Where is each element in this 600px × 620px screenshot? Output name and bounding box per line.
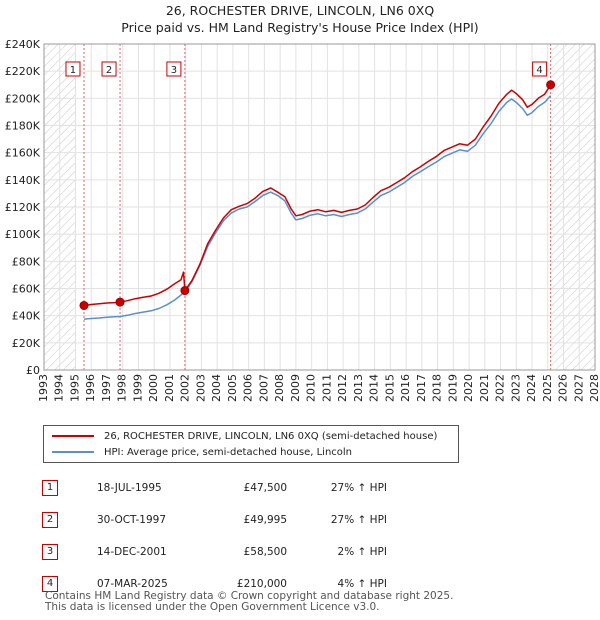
x-tick-label: 2001 <box>163 374 176 402</box>
x-tick-label: 2012 <box>336 374 349 402</box>
sale-label: 2 <box>106 65 112 76</box>
sale-point <box>115 297 125 307</box>
y-tick-label: £220K <box>5 65 41 78</box>
sale-date: 14-DEC-2001 <box>97 546 167 558</box>
table-row: 4 07-MAR-2025 £210,000 4% ↑ HPI <box>38 568 387 600</box>
sale-point <box>79 300 89 310</box>
y-tick-label: £100K <box>5 228 41 241</box>
sales-table: 1 18-JUL-1995 £47,500 27% ↑ HPI 2 30-OCT… <box>38 472 387 600</box>
y-tick-label: £40K <box>12 310 41 323</box>
x-tick-label: 2002 <box>179 374 192 402</box>
sale-number-badge: 4 <box>42 576 58 592</box>
y-tick-label: £160K <box>5 147 41 160</box>
table-row: 1 18-JUL-1995 £47,500 27% ↑ HPI <box>38 472 387 504</box>
x-tick-label: 1997 <box>100 374 113 402</box>
x-tick-label: 2017 <box>415 374 428 402</box>
sale-number-badge: 2 <box>42 512 58 528</box>
footer-copyright: Contains HM Land Registry data © Crown c… <box>45 590 454 602</box>
legend-item-hpi: HPI: Average price, semi-detached house,… <box>52 445 352 459</box>
sale-price: £47,500 <box>243 482 287 494</box>
x-tick-label: 2013 <box>352 374 365 402</box>
x-tick-label: 2018 <box>431 374 444 402</box>
sale-date: 30-OCT-1997 <box>97 514 166 526</box>
sale-point <box>180 286 190 296</box>
sale-hpi-diff: 27% ↑ HPI <box>330 482 387 494</box>
plot-border <box>43 43 596 371</box>
price-chart: 1 2 3 4 £0 £20K £40K £60K £80K £100K £120K £140K £1… <box>5 38 600 402</box>
y-tick-label: £60K <box>12 283 41 296</box>
table-row: 2 30-OCT-1997 £49,995 27% ↑ HPI <box>38 504 387 536</box>
y-tick-label: £140K <box>5 174 41 187</box>
x-tick-label: 2027 <box>572 374 585 402</box>
x-tick-label: 2006 <box>242 374 255 402</box>
y-tick-label: £120K <box>5 201 41 214</box>
sale-price: £49,995 <box>243 514 287 526</box>
legend: 26, ROCHESTER DRIVE, LINCOLN, LN6 0XQ (s… <box>43 425 459 463</box>
x-tick-label: 2014 <box>368 374 381 402</box>
y-tick-label: £240K <box>5 38 41 51</box>
x-tick-label: 2022 <box>494 374 507 402</box>
x-tick-label: 1998 <box>116 374 129 402</box>
sale-label: 3 <box>171 65 177 76</box>
legend-item-property: 26, ROCHESTER DRIVE, LINCOLN, LN6 0XQ (s… <box>52 429 437 443</box>
sale-label-box <box>101 61 117 77</box>
sale-price: £210,000 <box>236 578 287 590</box>
x-tick-label: 2028 <box>588 374 600 402</box>
sale-number-badge: 3 <box>42 544 58 560</box>
legend-swatch-property <box>52 435 94 437</box>
sale-hpi-diff: 27% ↑ HPI <box>330 514 387 526</box>
x-tick-label: 1999 <box>131 374 144 402</box>
x-tick-label: 2004 <box>210 374 223 402</box>
x-tick-label: 2000 <box>147 374 160 402</box>
x-tick-label: 2005 <box>226 374 239 402</box>
footer: Contains HM Land Registry data © Crown c… <box>45 591 453 613</box>
legend-swatch-hpi <box>52 451 94 453</box>
x-tick-label: 1996 <box>84 374 97 402</box>
x-tick-label: 2019 <box>446 374 459 402</box>
sale-label-box <box>166 61 182 77</box>
x-tick-label: 2025 <box>541 374 554 402</box>
sale-date: 18-JUL-1995 <box>97 482 162 494</box>
chart-title: 26, ROCHESTER DRIVE, LINCOLN, LN6 0XQ <box>165 3 435 18</box>
x-tick-label: 2010 <box>305 374 318 402</box>
sale-point <box>546 80 556 90</box>
footer-licence: This data is licensed under the Open Gov… <box>45 601 380 613</box>
x-tick-label: 2026 <box>557 374 570 402</box>
sale-label: 4 <box>536 65 542 76</box>
x-tick-label: 2009 <box>289 374 302 402</box>
x-tick-label: 2023 <box>509 374 522 402</box>
table-row: 3 14-DEC-2001 £58,500 2% ↑ HPI <box>38 536 387 568</box>
x-tick-label: 2016 <box>399 374 412 402</box>
series-line <box>83 84 552 307</box>
sale-date: 07-MAR-2025 <box>97 578 168 590</box>
legend-label-hpi: HPI: Average price, semi-detached house,… <box>104 446 353 458</box>
chart-subtitle: Price paid vs. HM Land Registry's House … <box>121 20 479 35</box>
y-tick-label: £0 <box>26 364 40 377</box>
y-tick-label: £200K <box>5 92 41 105</box>
y-tick-label: £20K <box>12 337 41 350</box>
sale-price: £58,500 <box>243 546 287 558</box>
x-tick-label: 2007 <box>257 374 270 402</box>
x-tick-label: 2011 <box>320 374 333 402</box>
x-tick-label: 2015 <box>383 374 396 402</box>
sale-hpi-diff: 4% ↑ HPI <box>337 578 387 590</box>
x-tick-label: 2021 <box>478 374 491 402</box>
y-tick-label: £80K <box>12 255 41 268</box>
x-tick-label: 1995 <box>68 374 81 402</box>
x-tick-label: 1994 <box>53 374 66 402</box>
sale-hpi-diff: 2% ↑ HPI <box>337 546 387 558</box>
x-tick-label: 2008 <box>273 374 286 402</box>
series-line <box>83 95 552 320</box>
x-tick-label: 2024 <box>525 374 538 402</box>
sale-label-box <box>532 61 548 77</box>
sale-number-badge: 1 <box>42 480 58 496</box>
sale-label: 1 <box>70 65 76 76</box>
x-tick-label: 1993 <box>37 374 50 402</box>
x-tick-label: 2003 <box>194 374 207 402</box>
legend-label-property: 26, ROCHESTER DRIVE, LINCOLN, LN6 0XQ (s… <box>104 430 438 442</box>
sale-label-box <box>65 61 81 77</box>
x-tick-label: 2020 <box>462 374 475 402</box>
y-tick-label: £180K <box>5 120 41 133</box>
